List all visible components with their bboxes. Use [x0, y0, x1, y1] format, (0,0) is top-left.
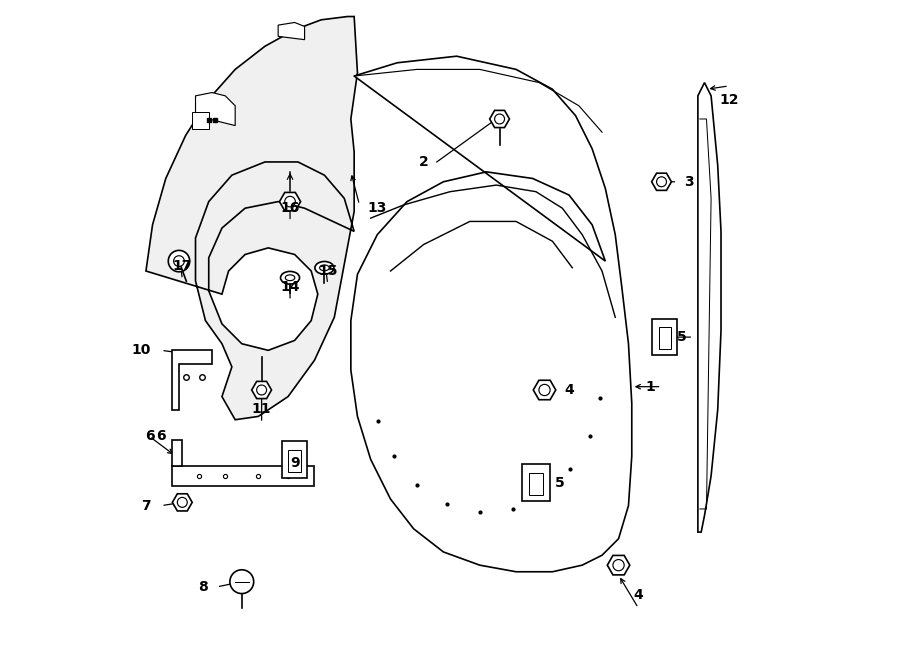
Polygon shape: [280, 192, 301, 211]
Circle shape: [495, 114, 505, 124]
Text: 5: 5: [677, 330, 687, 344]
Text: 11: 11: [252, 403, 272, 416]
Polygon shape: [351, 56, 632, 572]
Polygon shape: [652, 173, 671, 190]
Text: 4: 4: [634, 588, 643, 602]
Text: 3: 3: [684, 175, 694, 189]
Circle shape: [657, 177, 667, 186]
Polygon shape: [195, 93, 235, 126]
Circle shape: [284, 196, 295, 207]
Ellipse shape: [315, 262, 334, 274]
Ellipse shape: [320, 265, 329, 271]
Text: 16: 16: [281, 201, 300, 215]
Polygon shape: [252, 381, 272, 399]
Polygon shape: [534, 380, 556, 400]
Text: 1: 1: [645, 379, 655, 394]
Text: 15: 15: [318, 264, 338, 278]
Polygon shape: [490, 110, 509, 128]
Polygon shape: [173, 466, 314, 486]
Polygon shape: [173, 350, 212, 410]
Bar: [529, 473, 543, 494]
Bar: [659, 327, 671, 349]
Bar: [652, 319, 678, 356]
Bar: [193, 112, 209, 129]
Polygon shape: [173, 494, 193, 511]
Text: 9: 9: [290, 456, 300, 470]
Text: 4: 4: [564, 383, 574, 397]
Ellipse shape: [285, 275, 295, 281]
Circle shape: [613, 559, 625, 570]
Polygon shape: [146, 17, 357, 420]
Text: 7: 7: [141, 498, 151, 513]
Polygon shape: [608, 555, 630, 575]
Bar: [288, 449, 301, 471]
Text: 6: 6: [145, 429, 155, 444]
Circle shape: [174, 256, 184, 266]
Text: 8: 8: [198, 580, 207, 594]
Circle shape: [177, 497, 187, 508]
Text: 12: 12: [719, 93, 739, 106]
Text: 5: 5: [554, 475, 564, 490]
Text: 10: 10: [132, 343, 151, 358]
Circle shape: [539, 384, 550, 395]
Circle shape: [230, 570, 254, 594]
Text: 14: 14: [280, 280, 300, 294]
Circle shape: [256, 385, 266, 395]
Text: 2: 2: [418, 155, 428, 169]
Polygon shape: [173, 440, 183, 466]
Ellipse shape: [281, 272, 300, 284]
Circle shape: [168, 251, 190, 272]
Text: 6: 6: [156, 429, 166, 444]
Polygon shape: [278, 22, 304, 40]
Text: 13: 13: [367, 201, 387, 215]
Text: 17: 17: [173, 259, 192, 273]
Polygon shape: [698, 83, 721, 532]
Bar: [522, 464, 550, 501]
Bar: [282, 442, 307, 477]
